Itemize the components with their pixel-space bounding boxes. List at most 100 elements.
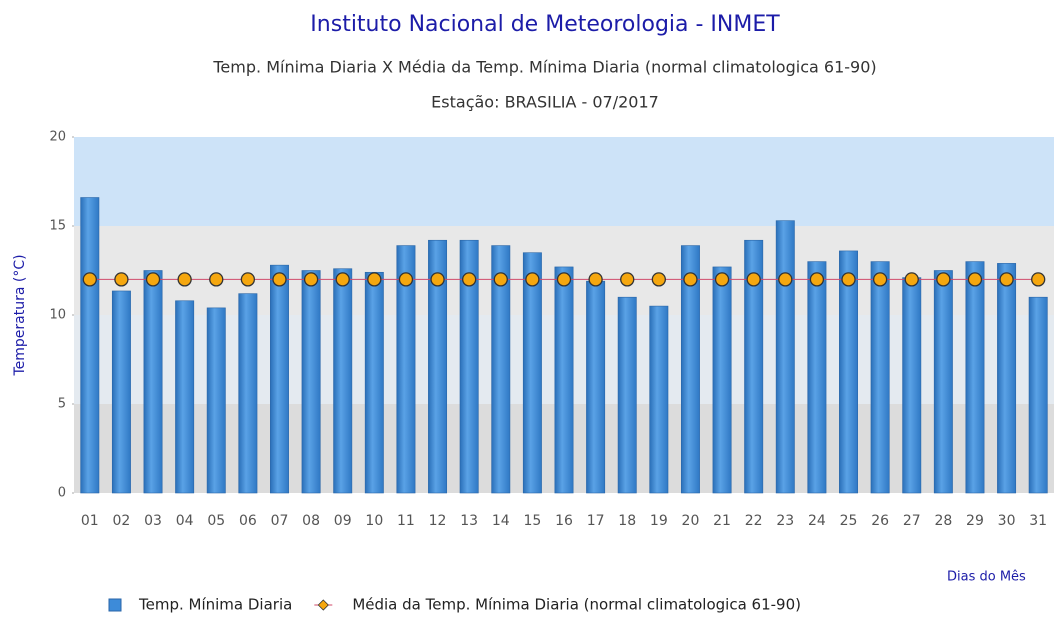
bar [111,290,131,494]
line-marker [872,272,888,287]
bar [238,293,258,494]
x-tick-label: 11 [397,513,415,529]
bar [206,307,226,494]
bar [175,300,195,494]
bar [143,270,163,494]
line-marker [620,272,635,287]
line-marker [240,272,256,287]
bar [870,261,890,494]
line-marker [462,272,477,287]
line-marker [904,272,919,287]
x-tick-label: 12 [429,513,447,529]
bar [712,266,732,494]
bar [617,296,637,494]
bar [586,280,606,494]
legend-swatch [317,599,329,611]
x-tick-label: 29 [966,513,984,529]
bar [649,305,669,494]
line-marker [778,272,793,287]
line-marker [303,272,319,287]
chart-title: Instituto Nacional de Meteorologia - INM… [310,12,780,37]
bar [775,220,795,494]
bar [270,264,289,494]
line-marker [1031,272,1046,287]
x-axis-label: Dias do Mês [947,570,1026,585]
line-marker [493,272,508,287]
legend-swatch [108,598,122,612]
x-tick-label: 04 [176,513,194,529]
y-tick-label: 5 [58,397,66,412]
y-axis-label: Temperatura (°C) [12,254,28,376]
x-tick-label: 25 [840,513,858,529]
y-tick-label: 0 [58,486,66,501]
bar [997,263,1017,494]
x-tick-label: 30 [998,513,1016,529]
line-marker [114,272,129,287]
line-marker [746,272,761,287]
line-marker [430,272,445,287]
line-marker [82,272,97,287]
chart-subtitle: Temp. Mínima Diaria X Média da Temp. Mín… [212,58,876,77]
bar [554,266,574,494]
x-tick-label: 07 [271,513,289,529]
line-marker [809,272,825,287]
line-marker [556,272,572,287]
bar [807,261,827,494]
bar [459,239,479,494]
bar [428,239,448,494]
bar [839,250,858,494]
bar [933,270,953,494]
plot-band [74,137,1054,226]
y-tick-label: 10 [49,308,66,323]
y-tick-label: 15 [49,219,66,234]
line-marker [272,272,287,287]
x-tick-label: 01 [81,513,99,529]
line-marker [335,272,350,287]
bar [744,239,764,494]
line-marker [177,272,192,287]
x-tick-label: 08 [302,513,320,529]
legend-label: Temp. Mínima Diaria [138,596,292,614]
x-tick-label: 15 [523,513,541,529]
line-marker [525,272,540,287]
x-tick-label: 10 [365,513,383,529]
bar [364,271,384,494]
line-marker [588,272,603,287]
legend-label: Média da Temp. Mínima Diaria (normal cli… [352,596,801,614]
x-tick-label: 05 [207,513,225,529]
x-tick-label: 03 [144,513,162,529]
x-tick-label: 09 [334,513,352,529]
bar [396,245,416,494]
x-tick-label: 21 [713,513,731,529]
x-tick-label: 18 [618,513,636,529]
bar [80,197,100,494]
bar [301,270,321,494]
y-tick-label: 20 [49,130,66,145]
x-tick-label: 23 [776,513,794,529]
x-tick-label: 16 [555,513,573,529]
line-marker [398,272,414,287]
bar [522,252,542,494]
line-marker [999,272,1014,287]
x-tick-label: 20 [682,513,700,529]
x-tick-label: 28 [934,513,952,529]
line-marker [209,272,224,287]
line-marker [683,272,698,287]
line-marker [936,272,951,287]
bar [491,245,511,494]
x-tick-label: 22 [745,513,763,529]
x-tick-label: 02 [113,513,131,529]
x-tick-label: 24 [808,513,826,529]
line-marker [651,272,666,287]
x-tick-label: 13 [460,513,478,529]
x-tick-label: 19 [650,513,668,529]
bar [902,277,922,494]
bar [965,261,985,494]
line-marker [967,272,983,287]
x-tick-label: 17 [587,513,605,529]
x-tick-label: 31 [1029,513,1047,529]
bar [1028,296,1048,494]
line-marker [145,272,161,287]
line-marker [714,272,730,287]
